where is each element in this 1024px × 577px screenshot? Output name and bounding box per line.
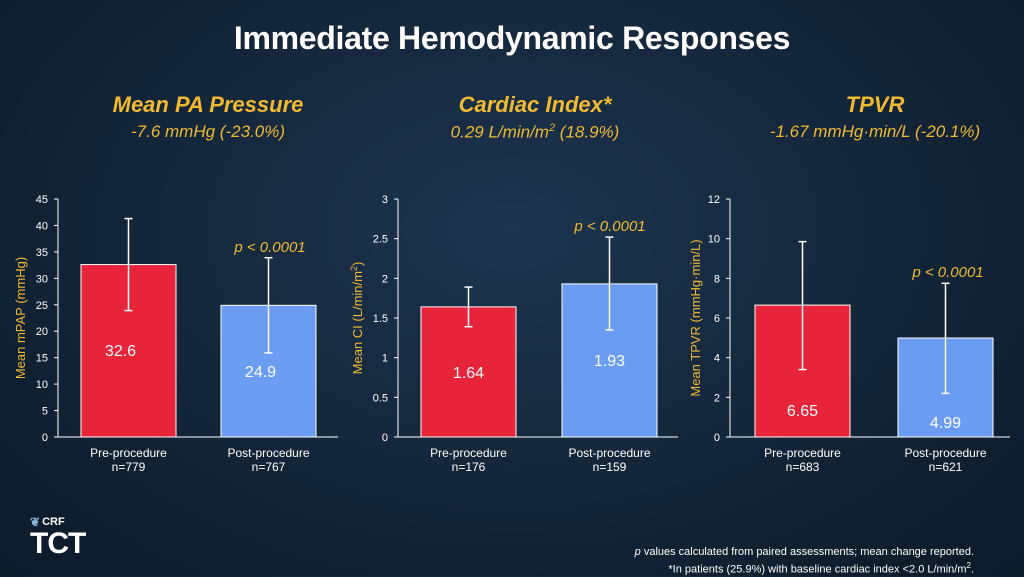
- y-tick-label: 45: [36, 194, 48, 206]
- panel-heading: Cardiac Index*: [458, 92, 612, 117]
- x-tick-n-label: n=159: [593, 460, 627, 474]
- x-tick-label: Post-procedure: [568, 446, 650, 460]
- x-tick-n-label: n=767: [252, 460, 286, 474]
- data-label: 6.65: [787, 403, 818, 420]
- x-tick-label: Pre-procedure: [430, 446, 507, 460]
- y-tick-label: 4: [714, 353, 720, 365]
- p-value-annotation: p < 0.0001: [233, 239, 305, 256]
- x-tick-label: Pre-procedure: [90, 446, 167, 460]
- crf-leaf-icon: ❦: [30, 515, 41, 529]
- panel-header-tpvr: TPVR -1.67 mmHg·min/L (-20.1%): [735, 92, 1015, 142]
- p-value-annotation: p < 0.0001: [911, 264, 983, 281]
- footnotes: p values calculated from paired assessme…: [634, 546, 974, 576]
- y-tick-label: 15: [36, 353, 48, 365]
- y-tick-label: 40: [36, 220, 48, 232]
- data-label: 24.9: [245, 364, 276, 381]
- y-tick-label: 10: [708, 234, 720, 246]
- y-tick-label: 2.5: [373, 234, 388, 246]
- x-tick-n-label: n=176: [452, 460, 486, 474]
- y-tick-label: 0: [42, 432, 48, 444]
- p-value-annotation: p < 0.0001: [573, 218, 645, 235]
- y-tick-label: 5: [42, 406, 48, 418]
- panel-header-mpap: Mean PA Pressure -7.6 mmHg (-23.0%): [78, 92, 338, 142]
- y-tick-label: 0: [382, 432, 388, 444]
- x-tick-n-label: n=621: [929, 460, 963, 474]
- y-tick-label: 0: [714, 432, 720, 444]
- y-tick-label: 0.5: [373, 392, 388, 404]
- y-axis-label: Mean mPAP (mmHg): [13, 257, 28, 379]
- panel-header-ci: Cardiac Index* 0.29 L/min/m2 (18.9%): [405, 92, 665, 143]
- y-tick-label: 3: [382, 194, 388, 206]
- y-tick-label: 2: [714, 392, 720, 404]
- y-axis-label: Mean CI (L/min/m2): [349, 262, 365, 375]
- panel-heading: TPVR: [845, 92, 905, 117]
- y-tick-label: 12: [708, 194, 720, 206]
- data-label: 4.99: [930, 415, 961, 432]
- y-tick-label: 30: [36, 273, 48, 285]
- data-label: 32.6: [105, 343, 136, 360]
- panel-subtitle: -1.67 mmHg·min/L (-20.1%): [769, 122, 981, 141]
- x-tick-label: Pre-procedure: [764, 446, 841, 460]
- x-tick-n-label: n=779: [112, 460, 146, 474]
- y-tick-label: 25: [36, 300, 48, 312]
- tct-logo: ❦ CRF TCT: [30, 515, 86, 560]
- y-tick-label: 2: [382, 273, 388, 285]
- x-tick-n-label: n=683: [786, 460, 820, 474]
- y-tick-label: 8: [714, 273, 720, 285]
- panel-heading: Mean PA Pressure: [112, 92, 304, 117]
- data-label: 1.93: [594, 353, 625, 370]
- y-tick-label: 1: [382, 353, 388, 365]
- panel-subtitle: -7.6 mmHg (-23.0%): [131, 122, 285, 141]
- y-axis-label: Mean TPVR (mmHg·min/L): [688, 239, 703, 396]
- x-tick-label: Post-procedure: [904, 446, 986, 460]
- x-tick-label: Post-procedure: [227, 446, 309, 460]
- y-tick-label: 1.5: [373, 313, 388, 325]
- y-tick-label: 6: [714, 313, 720, 325]
- panel-subtitle: 0.29 L/min/m2 (18.9%): [450, 122, 620, 142]
- y-tick-label: 20: [36, 326, 48, 338]
- y-tick-label: 10: [36, 379, 48, 391]
- page-title: Immediate Hemodynamic Responses: [233, 20, 791, 56]
- y-tick-label: 35: [36, 247, 48, 259]
- bar-pre-procedure: [420, 306, 517, 438]
- data-label: 1.64: [453, 365, 484, 382]
